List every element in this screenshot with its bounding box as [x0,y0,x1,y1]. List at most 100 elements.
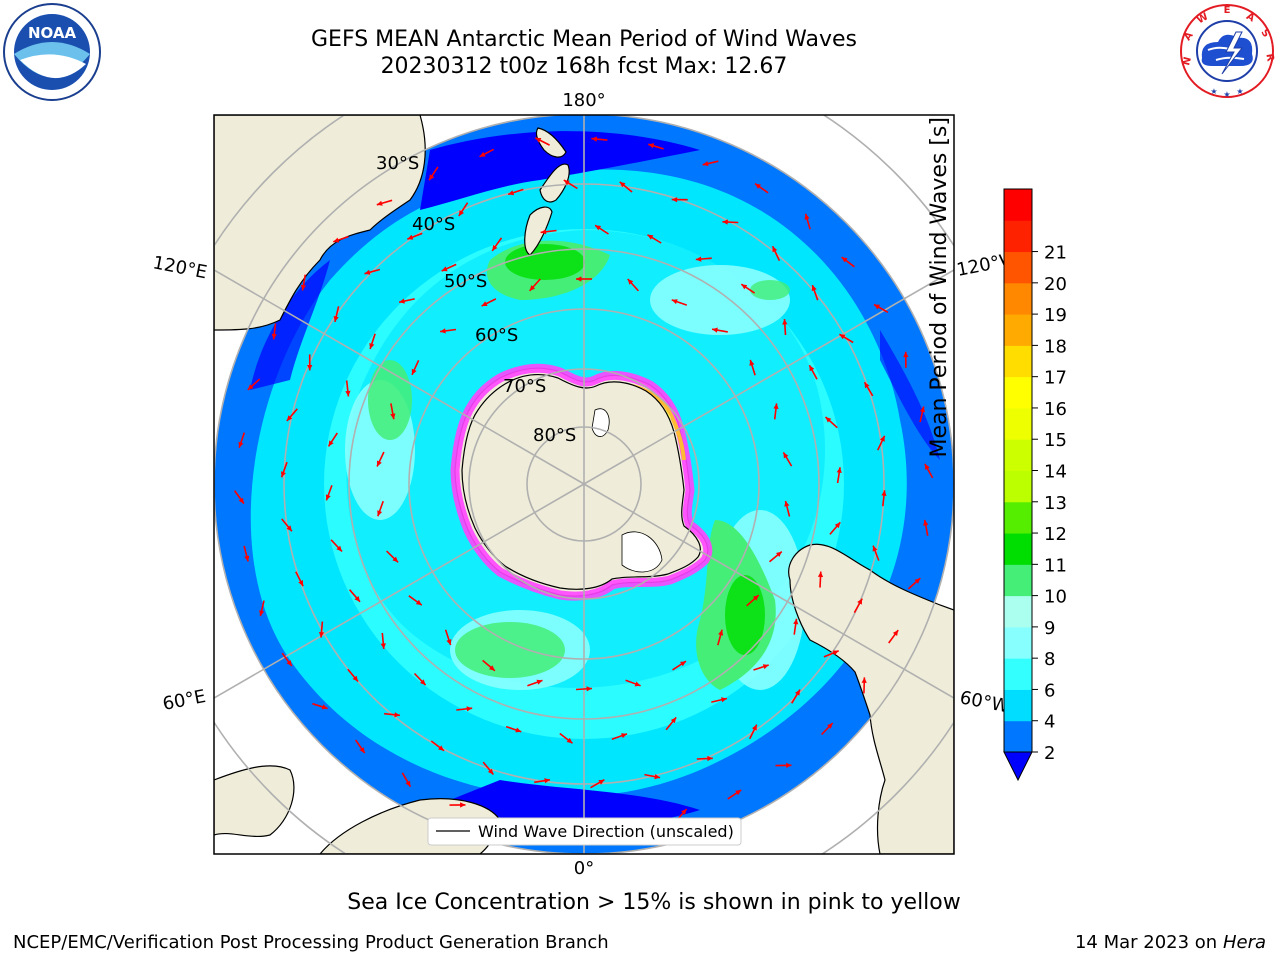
svg-text:★: ★ [1236,87,1243,96]
wave-arrow-head [321,704,328,710]
wave-arrow-head [817,571,824,578]
wave-arrow-head [407,234,414,240]
colorbar-tick-label: 21 [1044,243,1067,264]
wave-arrow-head [411,368,417,375]
colorbar-tick-label: 15 [1044,430,1067,451]
colorbar-tick-label: 12 [1044,524,1067,545]
wave-arrow-head [836,467,842,473]
colorbar-tick-label: 11 [1044,555,1067,576]
wave-arrow-head [376,200,383,206]
wave-arrow-head [247,384,254,390]
wave-arrow-head [259,610,265,617]
wave-arrow-head [458,210,464,217]
colorbar-tick-label: 16 [1044,399,1067,420]
lat-label-70s: 70°S [503,376,546,397]
wave-arrow-head [492,244,498,251]
map-frame [213,114,955,855]
wave-arrow-head [707,755,713,762]
wave-arrow-head [333,316,339,322]
colorbar-band [1004,376,1032,409]
lat-label-40s: 40°S [412,214,455,235]
wave-arrow-head [881,490,887,496]
colorbar-tick-label: 19 [1044,305,1067,326]
wave-arrow-head [489,665,495,671]
wave-arrow-head [336,545,342,552]
wave-arrow-head [438,745,444,751]
wave-arrow-head [487,768,494,775]
latitude-labels: 30°S 40°S 50°S 60°S 70°S 80°S [376,153,576,446]
wave-arrow-head [671,197,678,203]
colorbar-band [1004,626,1032,659]
noaa-logo-icon: NOAA [3,3,101,101]
wave-arrow-head [586,686,592,692]
wave-arrow-head [752,595,759,601]
wave-arrow-head [839,334,846,340]
wave-arrow-head [238,441,244,448]
footer-date-text: 14 Mar 2023 on [1074,932,1218,953]
wave-arrow-head [773,403,779,409]
lon-label-180: 180° [562,90,605,111]
sea-ice-caption: Sea Ice Concentration > 15% is shown in … [347,890,961,915]
lon-label-60e: 60°E [161,686,207,715]
wave-arrow-head [591,136,597,142]
wave-arrow-head [783,452,789,459]
wave-arrow-head [286,660,292,666]
wave-arrow-head [786,762,792,768]
colorbar-band [1004,439,1032,471]
wave-arrow-head [392,556,399,563]
wave-arrow-head [718,629,724,636]
wave-arrow-head [749,359,755,366]
lat-label-30s: 30°S [376,153,419,174]
wave-arrow-head [919,406,925,413]
map-legend: Wind Wave Direction (unscaled) [427,817,742,846]
wave-arrow-head [281,471,286,478]
footer-branch: NCEP/EMC/Verification Post Processing Pr… [13,932,609,953]
wave-arrow-head [741,284,748,290]
colorbar-band [1004,689,1032,722]
colorbar-band [1004,720,1032,753]
colorbar-band [1004,282,1032,315]
colorbar-tick-label: 17 [1044,368,1067,389]
wave-arrow-head [429,174,435,181]
wave-arrow-head [722,219,728,225]
wave-arrow-head [857,598,863,605]
colorbar-label: Mean Period of Wind Waves [s] [926,117,952,458]
wave-arrow-head [563,180,570,186]
wave-arrow-head [793,618,799,625]
colorbar-band [1004,314,1032,346]
wave-arrow-head [318,632,325,638]
wave-arrow-head [832,650,839,656]
svg-text:W: W [1195,11,1210,26]
wave-arrow-head [369,343,375,349]
colorbar-under-triangle [1003,751,1033,782]
wave-arrow-head [872,545,878,552]
wave-arrow-head [354,596,360,602]
wave-arrow-head [399,298,405,304]
wave-arrow-head [595,225,602,231]
wave-arrow-head [634,681,641,687]
wave-arrow-head [479,151,486,157]
wave-arrow-head [441,266,448,272]
footer-date: 14 Mar 2023 on Hera [1075,932,1266,953]
noaa-logo-text: NOAA [28,24,77,42]
wave-arrow-head [440,328,446,334]
wave-arrow-head [333,237,340,243]
wave-arrow-head [529,285,536,291]
colorbar-band [1004,470,1032,503]
wave-arrow-head [627,279,634,285]
wave-arrow-head [654,774,661,780]
colorbar-tick-label: 20 [1044,274,1067,295]
wave-arrow-head [238,497,244,504]
wave-arrow-head [345,390,351,397]
wave-arrow-head [924,463,930,470]
wave-arrow-head [536,679,543,685]
wave-arrow-head [307,365,313,371]
wave-arrow-head [795,689,800,696]
wave-arrow-head [914,578,921,584]
wave-arrow-head [420,679,426,686]
svg-text:★: ★ [1210,87,1217,96]
wave-arrow-head [515,727,522,733]
wave-arrow-head [394,712,400,718]
wave-arrow-head [892,630,899,636]
